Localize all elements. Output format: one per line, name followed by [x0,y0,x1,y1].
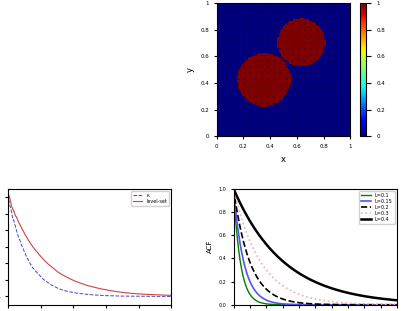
Line: L=0.2: L=0.2 [233,189,397,305]
κ [110,294,115,298]
L=0.1 [231,187,236,191]
level-set [146,293,151,296]
Line: L=0.3: L=0.3 [233,189,397,304]
L=0.1 [309,303,314,307]
Line: κ: κ [8,194,172,296]
L=0.15 [310,303,314,307]
L=0.3 [310,296,314,300]
L=0.2 [395,303,399,307]
level-set [101,287,105,291]
L=0.3 [365,302,370,306]
L=0.4 [320,283,324,287]
κ [16,234,20,238]
L=0.15 [231,187,236,191]
L=0.4 [310,279,314,282]
level-set [16,219,20,223]
κ [130,295,134,298]
Legend: κ, level-set: κ, level-set [131,191,169,206]
Line: L=0.15: L=0.15 [233,189,397,305]
L=0.3 [320,298,324,302]
level-set [110,289,115,293]
Y-axis label: ACF: ACF [207,240,213,253]
L=0.1 [320,303,324,307]
κ [101,294,105,297]
L=0.2 [365,303,370,307]
κ [169,295,174,298]
Line: level-set: level-set [8,194,172,295]
L=0.2 [391,303,395,307]
L=0.3 [309,296,314,300]
level-set [105,288,109,292]
κ [105,294,109,298]
L=0.2 [328,303,333,306]
L=0.15 [309,303,314,307]
L=0.15 [320,303,324,307]
L=0.1 [328,303,333,307]
Y-axis label: y: y [186,67,195,72]
L=0.15 [328,303,333,307]
L=0.3 [231,187,236,191]
κ [169,295,174,298]
L=0.4 [231,187,236,191]
L=0.2 [231,187,236,191]
L=0.15 [391,303,395,307]
L=0.3 [328,300,333,304]
L=0.2 [320,302,324,306]
L=0.4 [328,286,333,290]
L=0.4 [391,298,395,302]
L=0.4 [309,278,314,282]
κ [146,295,151,298]
level-set [6,192,10,196]
L=0.1 [395,303,399,307]
X-axis label: x: x [281,155,286,164]
L=0.4 [365,295,370,299]
level-set [169,294,174,297]
L=0.15 [365,303,370,307]
L=0.1 [310,303,314,307]
L=0.2 [309,302,314,306]
κ [6,193,10,196]
Line: L=0.1: L=0.1 [233,189,397,305]
L=0.3 [395,303,399,306]
L=0.1 [391,303,395,307]
L=0.1 [365,303,370,307]
Line: L=0.4: L=0.4 [233,189,397,300]
L=0.4 [395,299,399,302]
L=0.2 [310,302,314,306]
Legend: L=0.1, L=0.15, L=0.2, L=0.3, L=0.4: L=0.1, L=0.15, L=0.2, L=0.3, L=0.4 [359,191,395,224]
L=0.3 [391,303,395,306]
L=0.15 [395,303,399,307]
level-set [130,291,134,295]
